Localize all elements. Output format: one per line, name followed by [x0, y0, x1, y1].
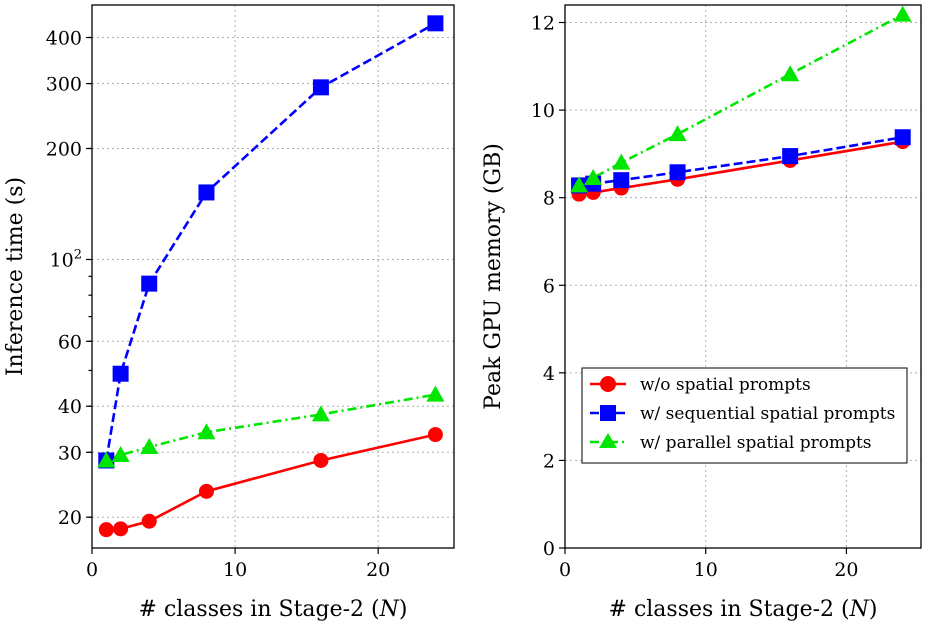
- inference-time-ylabel: Inference time (s): [3, 177, 28, 376]
- legend-label-no-spatial: w/o spatial prompts: [640, 375, 811, 395]
- gpu-memory-ticks: 0 10 20 0 2 4 6 8 10 12: [531, 13, 859, 581]
- inference-time-point-sequential: [312, 79, 329, 96]
- gpu-memory-point-sequential: [782, 148, 799, 165]
- legend-entry-sequential: w/ sequential spatial prompts: [590, 404, 895, 424]
- inference-time-point-parallel: [426, 385, 445, 402]
- inference-time-ytick-label: 30: [58, 442, 82, 464]
- inference-time-point-no-spatial: [141, 513, 157, 529]
- legend: w/o spatial prompts w/ sequential spatia…: [581, 367, 908, 464]
- inference-time-point-parallel: [140, 438, 159, 455]
- inference-time-point-sequential: [198, 184, 215, 201]
- gpu-memory-ytick-label: 8: [543, 188, 555, 210]
- inference-time-series-line-sequential: [105, 22, 437, 461]
- gpu-memory-ytick-label: 0: [543, 538, 555, 560]
- legend-marker-square: [600, 405, 616, 421]
- inference-time-ticks: 0 10 20 20 30 40 60 102 200 300 400: [46, 27, 391, 581]
- gpu-memory-series-line-sequential: [578, 135, 903, 187]
- inference-time-ytick-label: 102: [50, 247, 82, 271]
- inference-time-point-sequential: [427, 15, 444, 32]
- gpu-memory-xtick-label: 10: [694, 559, 718, 581]
- inference-time-ytick-label: 400: [46, 27, 82, 49]
- gpu-memory-point-sequential: [894, 129, 911, 146]
- inference-time-point-parallel: [111, 445, 130, 462]
- gpu-memory-ytick-label: 6: [543, 275, 555, 297]
- gpu-memory-ylabel: Peak GPU memory (GB): [481, 143, 506, 410]
- inference-time-xtick-label: 0: [86, 559, 98, 581]
- inference-time-ytick-label: 200: [46, 138, 82, 160]
- legend-marker-triangle: [599, 433, 617, 448]
- gpu-memory-ytick-label: 10: [531, 100, 555, 122]
- inference-time-point-no-spatial: [427, 427, 443, 443]
- gpu-memory-series-line-parallel: [578, 13, 904, 187]
- inference-time-point-parallel: [97, 451, 116, 468]
- gpu-memory-xtick-label: 0: [559, 559, 571, 581]
- inference-time-ytick-label: 20: [58, 507, 82, 529]
- gpu-memory-point-sequential: [613, 172, 630, 189]
- gpu-memory-plot-area: [570, 5, 912, 202]
- gpu-memory-ytick-label: 12: [531, 13, 555, 35]
- legend-label-sequential: w/ sequential spatial prompts: [640, 404, 895, 424]
- inference-time-ytick-label: 300: [46, 74, 82, 96]
- gpu-memory-grid: [564, 5, 921, 549]
- gpu-memory-point-parallel: [781, 65, 800, 82]
- gpu-memory-ytick-label: 4: [543, 363, 555, 385]
- gpu-memory-panel: 0 10 20 0 2 4 6 8 10 12 Peak GPU memory (GB) # cl…: [481, 4, 922, 622]
- gpu-memory-point-parallel: [893, 5, 912, 22]
- inference-time-xtick-label: 10: [223, 559, 247, 581]
- inference-time-panel: 0 10 20 20 30 40 60 102 200 300 400 Inference time…: [3, 4, 455, 622]
- inference-time-point-parallel: [311, 405, 330, 422]
- legend-entry-parallel: w/ parallel spatial prompts: [590, 433, 872, 453]
- inference-time-point-no-spatial: [98, 522, 114, 538]
- legend-label-parallel: w/ parallel spatial prompts: [640, 433, 872, 453]
- inference-time-point-no-spatial: [313, 452, 329, 468]
- gpu-memory-point-parallel: [584, 168, 603, 185]
- legend-marker-circle: [600, 376, 616, 392]
- gpu-memory-xtick-label: 20: [834, 559, 858, 581]
- gpu-memory-point-parallel: [668, 125, 687, 142]
- inference-time-ytick-label: 60: [58, 331, 82, 353]
- inference-time-point-no-spatial: [198, 483, 214, 499]
- legend-box: [581, 367, 908, 464]
- gpu-memory-point-parallel: [570, 176, 589, 193]
- gpu-memory-point-sequential: [669, 164, 686, 181]
- gpu-memory-xlabel: # classes in Stage-2 (N): [609, 597, 878, 622]
- inference-time-ytick-label: 40: [58, 396, 82, 418]
- inference-time-series-line-no-spatial: [106, 433, 436, 531]
- gpu-memory-plot-frame: [564, 4, 922, 549]
- gpu-memory-point-parallel: [612, 153, 631, 170]
- inference-time-point-sequential: [141, 275, 158, 292]
- legend-entry-no-spatial: w/o spatial prompts: [590, 375, 811, 395]
- inference-time-xlabel: # classes in Stage-2 (N): [139, 597, 408, 622]
- inference-time-point-sequential: [112, 365, 129, 382]
- inference-time-point-parallel: [197, 423, 216, 440]
- inference-time-plot-area: [97, 15, 445, 538]
- gpu-memory-ytick-label: 2: [543, 450, 555, 472]
- inference-time-point-no-spatial: [113, 521, 129, 537]
- inference-time-xtick-label: 20: [366, 559, 390, 581]
